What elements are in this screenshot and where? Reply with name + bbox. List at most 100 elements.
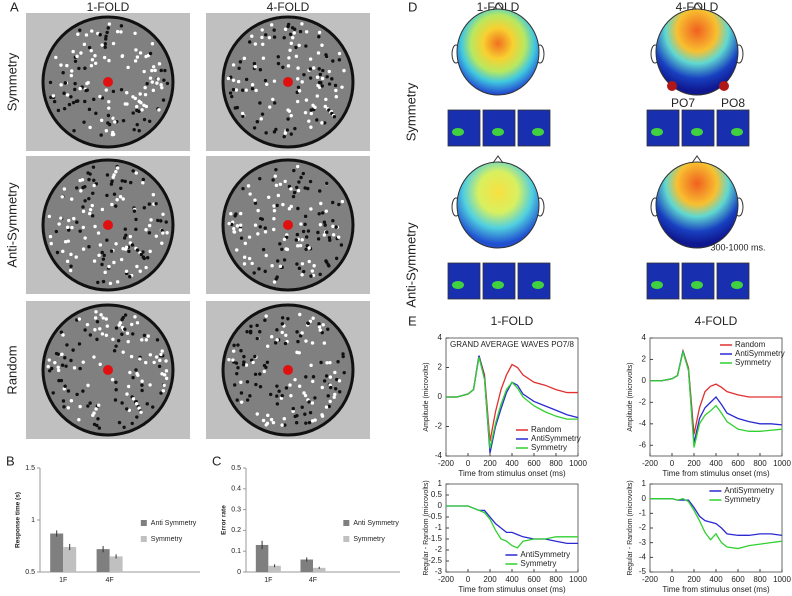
dot [295,262,299,266]
bar [96,549,110,572]
dot [271,97,275,102]
dot [258,101,262,105]
dot [164,369,169,373]
dot [293,126,297,131]
dot [263,230,268,234]
x-tick-label: -200 [642,459,659,468]
dot [139,410,143,414]
dot [283,341,288,346]
dot [228,91,233,95]
dot [65,259,70,264]
dot [128,275,132,279]
dot [137,129,141,133]
dot [300,22,304,26]
x-tick-label: 600 [527,575,541,584]
dot [107,106,111,110]
dot [319,201,323,206]
dot [240,111,245,116]
dot [51,391,55,395]
fixation [283,77,293,87]
legend-swatch [343,536,350,542]
dot [253,354,257,359]
dot [83,328,87,332]
dot [235,371,239,376]
dot [244,363,249,367]
dot [81,185,85,190]
series-line [446,357,578,449]
dot [295,232,300,237]
dot [148,249,152,254]
dot [282,134,286,139]
bar [50,533,64,572]
dot [327,69,331,74]
dot [308,319,313,324]
dot [134,401,139,406]
stimuli-panel: 1-FOLD 4-FOLD Symmetry Anti-Symmetry Random [4,0,370,439]
dot [138,269,142,273]
y-axis-label: Error rate [221,505,228,535]
electrode [719,81,729,91]
dot [142,206,147,210]
dot [239,380,243,384]
dot [316,230,320,235]
dot [85,322,90,327]
dot [143,92,148,97]
dot [260,28,264,32]
dot [140,388,144,393]
legend-label: AntiSymmetry [735,349,785,358]
dot [119,30,123,34]
dot [59,330,64,334]
dot [115,29,120,34]
dot [248,192,252,196]
brain-activity [532,281,544,289]
dot [269,23,274,27]
dot [114,170,118,174]
dot [135,55,140,59]
dot [103,270,107,275]
dot [286,317,290,321]
dot [139,101,143,105]
dot [242,354,246,359]
dot [130,421,134,426]
dot [295,185,299,190]
dot [284,386,289,390]
dot [148,119,152,123]
brain-view [716,109,750,147]
dot [331,59,335,63]
dot [124,233,128,237]
dot [66,239,71,243]
dot [88,401,92,405]
dot [334,88,338,93]
plot-frame [445,483,579,573]
dot [59,63,63,67]
dot [102,253,106,258]
dot [121,118,126,123]
dot [107,100,111,104]
dot [108,281,113,286]
fixation [283,220,293,230]
dot [123,102,127,106]
dot [309,207,313,211]
dot [280,322,285,326]
dot [59,378,64,383]
dot [111,132,116,137]
dot [162,383,166,388]
dot [98,33,102,37]
dot [313,396,317,400]
dot [113,398,118,402]
dot [81,247,86,251]
dot [253,223,258,227]
dot [91,413,95,418]
dot [87,107,92,112]
dot [264,33,268,37]
dot [317,35,321,39]
dot [104,129,109,133]
dot [243,241,248,246]
x-tick-label: 1F [59,577,67,584]
dot [327,264,331,268]
dot [127,249,131,254]
x-tick-label: 400 [709,575,723,584]
dot [135,415,139,419]
dot [165,231,169,235]
dot [294,45,298,50]
